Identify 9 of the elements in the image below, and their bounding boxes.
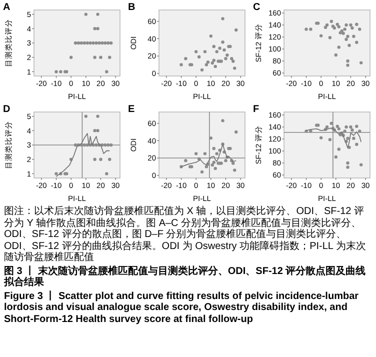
chart-title: F [253,104,260,115]
caption: 图 3 丨 末次随访骨盆腰椎匹配值与目测类比评分、ODI、SF-12 评分散点图及曲线拟合结果 [4,266,367,288]
chart-title: C [253,2,260,13]
text: 图注：以术后末次随访骨盆腰椎匹配值为 X 轴，以目测类比评分、ODI、SF-12 评分为 Y 轴作散点图和曲线拟合。图 A–C 分别为骨盆腰椎匹配值与目测类比评分、ODI、SF-12 评分的散点图，图 D–F 分别为骨盆腰椎匹配值与目测类比评分、ODI、SF-12 评分的曲线拟合结果。ODI 为 Oswestry 功能障碍指数；PI-LL 为末次随访骨盆腰椎匹配值 [4,206,367,264]
caption: Figure 3 丨 Scatter plot and curve fitting results of pelvic incidence-lumbar lordosis and visual analogue scale score, Oswestry disability index, and Short-Form-12 Health survey score at final follow-up [4,290,360,325]
chart-title: E [128,104,135,115]
chart-title: D [3,104,10,115]
chart-title: B [128,2,136,13]
chart-title: A [3,2,10,13]
